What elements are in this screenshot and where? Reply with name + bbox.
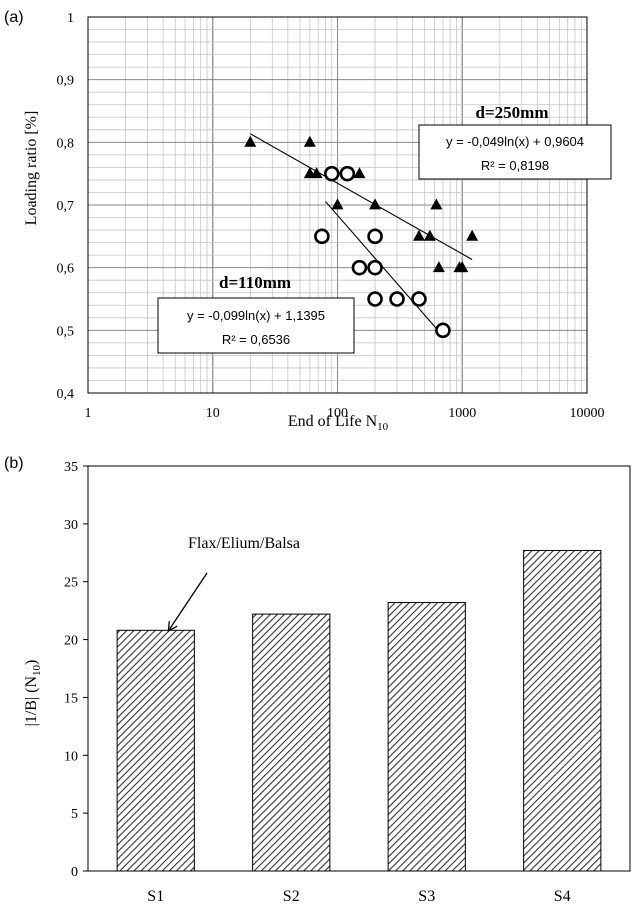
panel-b-axes: 0 5 10 15 20 25 30 35 xyxy=(64,460,631,880)
panel-b-x-tick-label: S4 xyxy=(554,888,571,905)
panel-b-ylabel-main: |1/B| (N xyxy=(23,676,40,727)
panel-a-xlabel-sub: 10 xyxy=(377,421,389,433)
point-triangle xyxy=(353,167,366,179)
panel-a-x-tick-label: 1000 xyxy=(448,406,476,421)
series-d110-r2: R² = 0,6536 xyxy=(222,332,290,347)
point-circle xyxy=(314,228,330,245)
point-circle xyxy=(367,291,383,307)
panel-a-points xyxy=(244,135,479,339)
point-circle xyxy=(435,322,451,339)
point-triangle xyxy=(456,261,469,273)
panel-a-ylabel: Loading ratio [%] xyxy=(23,111,40,226)
panel-b-y-tick-label: 30 xyxy=(64,518,78,533)
series-d250-label: d=250mm xyxy=(476,103,549,122)
panel-a-x-tick-label: 10 xyxy=(206,406,220,421)
series-d110-label: d=110mm xyxy=(219,273,291,292)
point-circle xyxy=(411,291,427,307)
panel-a-label: (a) xyxy=(4,9,24,26)
bar-s4 xyxy=(523,549,602,872)
panel-a-y-tick-label: 0,4 xyxy=(57,387,75,402)
panel-b-ylabel: |1/B| (N10) xyxy=(23,660,43,727)
panel-b-label: (b) xyxy=(4,455,24,472)
panel-a-x-tick-label: 100 xyxy=(327,406,348,421)
point-triangle xyxy=(331,198,344,210)
point-triangle xyxy=(303,135,316,147)
point-triangle xyxy=(412,229,425,241)
panel-b-ylabel-end: ) xyxy=(23,660,40,665)
panel-b-x-tick-label: S1 xyxy=(147,888,164,905)
point-circle xyxy=(339,165,356,182)
series-d250-equation: y = -0,049ln(x) + 0,9604 xyxy=(446,134,584,149)
panel-a-tick-labels: 1 10 100 1000 10000 0,4 0,5 0,6 0,7 0,8 0,9 1 xyxy=(57,11,605,421)
series-d250-equation-box xyxy=(418,124,612,180)
panel-b-ylabel-text: |1/B| (N10) xyxy=(23,660,43,727)
trendline-d250 xyxy=(250,133,473,261)
panel-a-y-tick-label: 0,5 xyxy=(57,324,75,339)
point-triangle xyxy=(310,167,323,179)
panel-b-y-tick-label: 5 xyxy=(71,807,78,822)
panel-b-ylabel-sub: 10 xyxy=(31,664,43,676)
point-circle xyxy=(367,228,383,245)
point-triangle xyxy=(466,229,479,241)
panel-a-y-tick-label: 1 xyxy=(67,11,74,26)
panel-a-x-tick-label: 1 xyxy=(85,406,92,421)
point-circle xyxy=(323,165,340,182)
panel-a-frame xyxy=(87,16,588,394)
panel-a-y-tick-label: 0,8 xyxy=(57,136,75,151)
series-d110-equation: y = -0,099ln(x) + 1,1395 xyxy=(187,308,325,323)
panel-a-y-tick-label: 0,6 xyxy=(57,262,75,277)
annotation-arrow xyxy=(169,572,208,630)
panel-a-xlabel: End of Life N10 xyxy=(288,413,389,433)
panel-b-y-tick-label: 10 xyxy=(64,749,78,764)
point-triangle xyxy=(423,229,436,241)
panel-b-y-tick-label: 25 xyxy=(64,576,78,591)
panel-b-x-tick-label: S3 xyxy=(418,888,435,905)
panel-b-y-tick-label: 0 xyxy=(71,865,78,880)
panel-b-y-tick-label: 15 xyxy=(64,691,78,706)
panel-b-frame xyxy=(87,465,631,872)
point-circle xyxy=(351,259,368,276)
panel-a-ylabel-text: Loading ratio [%] xyxy=(23,111,40,226)
panel-a-xlabel-main: End of Life N xyxy=(288,413,378,430)
panel-a-x-tick-label: 10000 xyxy=(570,406,605,421)
point-triangle xyxy=(369,198,382,210)
point-triangle xyxy=(432,261,445,273)
point-circle xyxy=(389,291,405,307)
point-circle xyxy=(367,259,383,276)
panel-a-y-tick-label: 0,7 xyxy=(57,199,75,214)
series-d250-r2: R² = 0,8198 xyxy=(481,158,549,173)
annotation-flax-elium-balsa: Flax/Elium/Balsa xyxy=(188,535,300,552)
panel-b-x-tick-label: S2 xyxy=(283,888,300,905)
point-triangle xyxy=(244,135,257,147)
panel-a-trendlines xyxy=(250,133,473,337)
trendline-d110 xyxy=(324,201,444,337)
point-triangle xyxy=(430,198,443,210)
series-d110-equation-box xyxy=(157,297,355,354)
bar-s1 xyxy=(116,629,195,872)
bar-s3 xyxy=(387,602,466,872)
panel-a-y-tick-label: 0,9 xyxy=(57,74,75,89)
panel-b-y-tick-label: 35 xyxy=(64,460,78,475)
panel-b-bars: S1 S2 S3 S4 xyxy=(116,549,602,905)
bar-s2 xyxy=(252,613,331,872)
panel-b-y-tick-label: 20 xyxy=(64,634,78,649)
